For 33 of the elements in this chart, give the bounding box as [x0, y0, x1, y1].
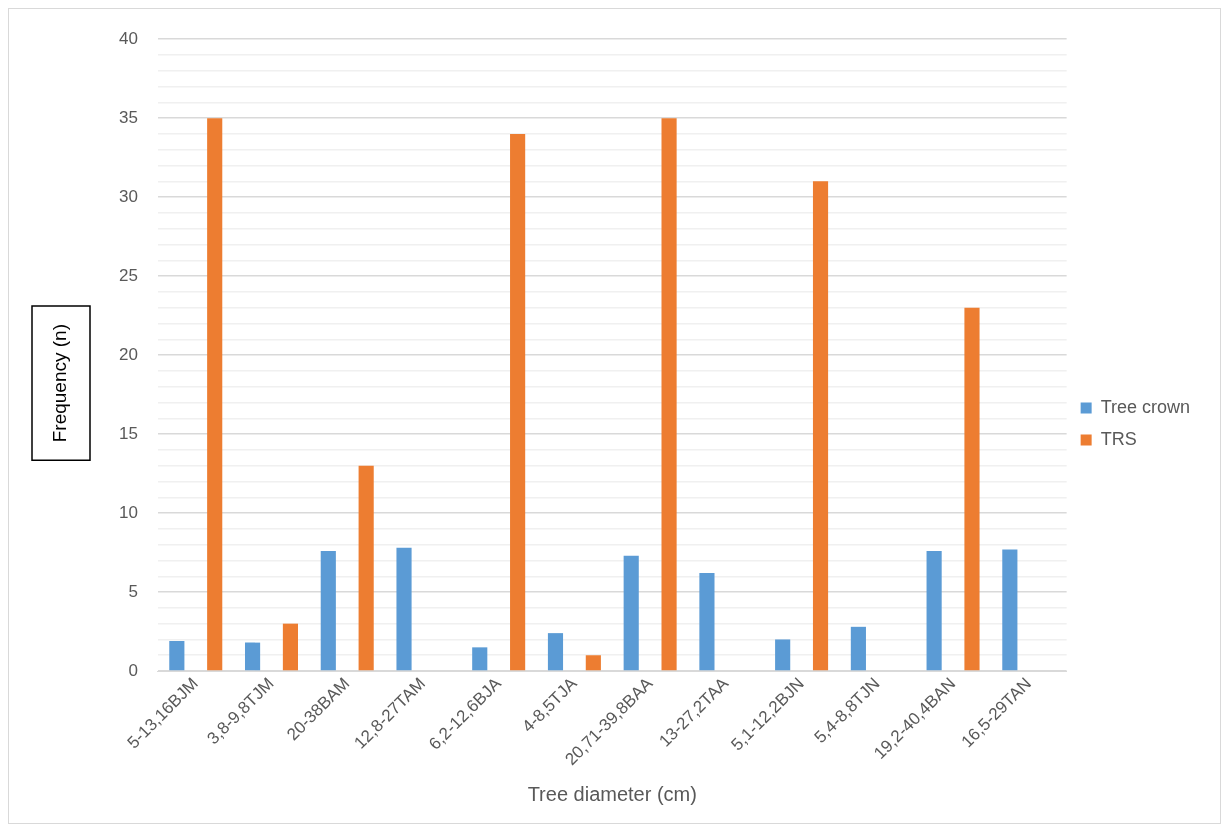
bar — [320, 550, 336, 671]
legend-label: Tree crown — [1100, 396, 1190, 417]
y-tick-label: 5 — [128, 581, 138, 601]
bar — [207, 118, 223, 671]
bar — [169, 641, 185, 671]
bar — [282, 623, 299, 671]
bar — [812, 181, 829, 671]
bar — [850, 626, 866, 671]
bar — [472, 647, 488, 671]
bar — [964, 307, 980, 671]
bar — [510, 133, 526, 671]
x-axis-title: Tree diameter (cm) — [527, 782, 697, 805]
bar — [775, 639, 791, 671]
bar — [358, 465, 374, 671]
y-tick-label: 30 — [118, 186, 138, 206]
y-tick-label: 40 — [118, 28, 138, 48]
y-tick-label: 15 — [118, 423, 138, 443]
bar — [1002, 549, 1018, 671]
y-tick-label: 0 — [128, 660, 138, 680]
legend-label: TRS — [1100, 428, 1137, 449]
bar — [926, 550, 942, 671]
bar — [547, 633, 564, 671]
y-axis-title: Frequency (n) — [49, 323, 71, 443]
bar — [699, 573, 715, 671]
bar — [396, 547, 412, 671]
y-tick-label: 25 — [118, 265, 138, 285]
bar — [245, 642, 261, 671]
y-tick-label: 10 — [118, 502, 138, 522]
y-tick-label: 35 — [118, 107, 138, 127]
bar — [661, 118, 677, 671]
y-tick-label: 20 — [118, 344, 138, 364]
bar — [585, 655, 601, 671]
bar — [623, 555, 639, 671]
